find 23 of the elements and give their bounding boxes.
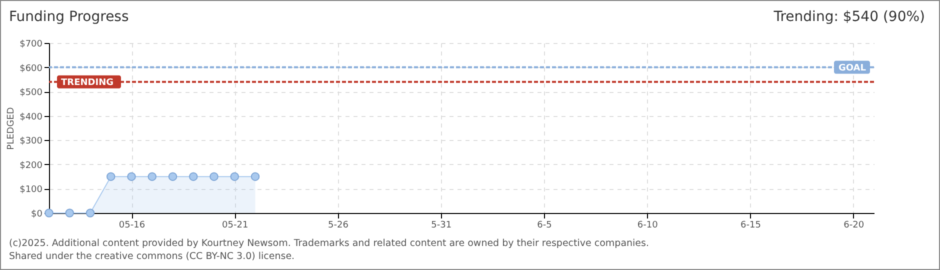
text: (c)2025. Additional content provided by Kourtney Newsom. Trademarks and related content are owned by their respective companies. — [9, 238, 649, 249]
x-tick-label: 6-10 — [637, 220, 658, 230]
y-tick-label: $600 — [20, 64, 43, 74]
x-tick-label: 6-20 — [844, 220, 864, 230]
x-tick-label: 5-31 — [431, 220, 452, 230]
x-tick-label: 05-21 — [222, 220, 248, 230]
y-axis-title: PLEDGED — [6, 107, 17, 150]
y-tick-label: $400 — [20, 112, 43, 122]
y-tick-label: $200 — [20, 160, 43, 171]
chart-subtitle: Trending: $540 (90%) — [774, 9, 925, 27]
x-tick-label: 6-15 — [740, 220, 761, 230]
x-tick-label: 5-26 — [328, 220, 349, 230]
y-tick-label: $100 — [20, 185, 43, 196]
x-tick-label: 6-5 — [537, 220, 552, 230]
chart-title: Funding Progress — [9, 9, 129, 27]
text: Shared under the creative commons (CC BY-NC 3.0) license. — [9, 251, 295, 262]
ref-line-label: TRENDING — [61, 78, 114, 88]
y-tick-label: $0 — [31, 210, 43, 220]
y-tick-label: $500 — [20, 88, 43, 98]
y-tick-label: $300 — [20, 136, 43, 147]
x-tick-label: 05-16 — [118, 220, 146, 230]
ref-line-label: GOAL — [838, 63, 866, 74]
y-tick-label: $700 — [20, 40, 43, 50]
